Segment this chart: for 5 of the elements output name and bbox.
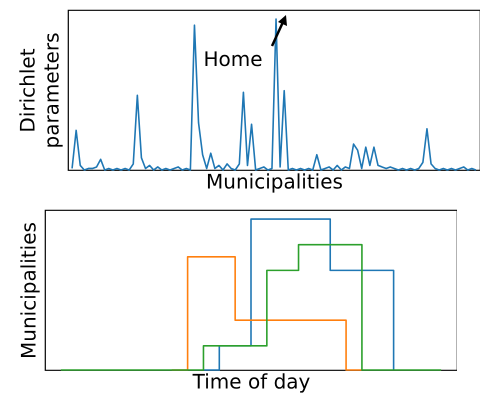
- y-axis-title: Municipalities: [16, 222, 40, 359]
- annotation: Home: [203, 47, 263, 71]
- x-axis-title: Municipalities: [206, 170, 343, 194]
- y-axis-title: Dirichlet parameters: [16, 32, 64, 149]
- x-axis-title: Time of day: [192, 370, 311, 394]
